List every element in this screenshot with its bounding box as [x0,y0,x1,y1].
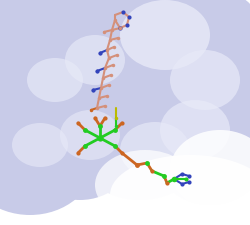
Ellipse shape [40,55,140,145]
Ellipse shape [210,170,250,225]
Ellipse shape [65,35,124,85]
Ellipse shape [120,0,209,70]
Ellipse shape [94,150,194,220]
Ellipse shape [114,45,224,155]
Ellipse shape [55,0,184,80]
Ellipse shape [0,0,239,170]
Ellipse shape [179,50,250,170]
Ellipse shape [0,50,75,170]
Ellipse shape [12,123,68,167]
Ellipse shape [27,58,83,102]
Ellipse shape [0,0,114,40]
Ellipse shape [169,130,250,210]
Ellipse shape [80,110,199,200]
Ellipse shape [110,155,250,225]
Ellipse shape [169,50,239,110]
Ellipse shape [154,105,250,205]
Ellipse shape [60,110,120,160]
Ellipse shape [0,105,94,215]
Ellipse shape [159,100,229,160]
Ellipse shape [130,0,250,120]
Ellipse shape [114,0,250,45]
Ellipse shape [120,122,189,178]
Ellipse shape [0,0,120,105]
Ellipse shape [25,100,134,200]
